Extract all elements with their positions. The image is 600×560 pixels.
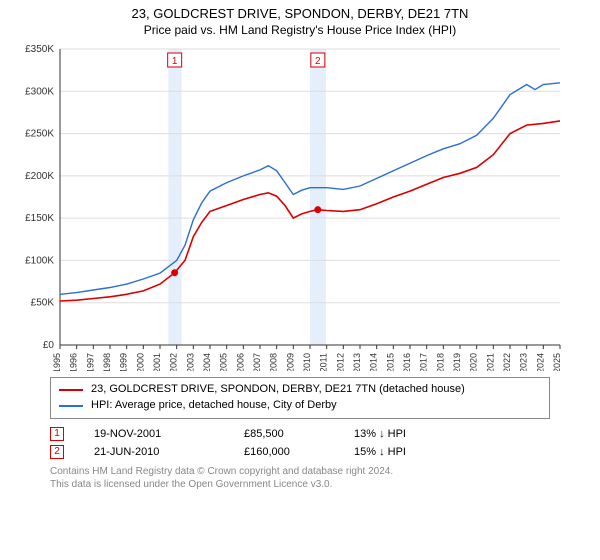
svg-text:2010: 2010 <box>302 353 312 371</box>
svg-text:2018: 2018 <box>435 353 445 371</box>
svg-text:2019: 2019 <box>452 353 462 371</box>
svg-text:2015: 2015 <box>385 353 395 371</box>
svg-text:£200K: £200K <box>25 171 54 182</box>
legend-swatch <box>59 389 83 391</box>
chart-subtitle: Price paid vs. HM Land Registry's House … <box>12 23 588 37</box>
sale-price: £160,000 <box>244 446 324 458</box>
sale-diff: 15% ↓ HPI <box>354 446 444 458</box>
svg-text:1998: 1998 <box>102 353 112 371</box>
sale-date: 19-NOV-2001 <box>94 428 214 440</box>
legend-swatch <box>59 405 83 407</box>
svg-text:2000: 2000 <box>135 353 145 371</box>
svg-text:2002: 2002 <box>169 353 179 371</box>
svg-text:2006: 2006 <box>235 353 245 371</box>
svg-text:2025: 2025 <box>552 353 562 371</box>
legend-row: 23, GOLDCREST DRIVE, SPONDON, DERBY, DE2… <box>59 382 541 398</box>
svg-text:2022: 2022 <box>502 353 512 371</box>
svg-text:2003: 2003 <box>185 353 195 371</box>
svg-text:£50K: £50K <box>31 298 55 309</box>
legend-label: 23, GOLDCREST DRIVE, SPONDON, DERBY, DE2… <box>91 382 465 398</box>
svg-text:2016: 2016 <box>402 353 412 371</box>
chart-title: 23, GOLDCREST DRIVE, SPONDON, DERBY, DE2… <box>12 6 588 21</box>
price-chart: £0 £50K £100K £150K £200K £250K £300K £350K 1995… <box>12 43 572 371</box>
svg-text:£350K: £350K <box>25 44 54 55</box>
svg-text:£300K: £300K <box>25 86 54 97</box>
legend-row: HPI: Average price, detached house, City… <box>59 398 541 414</box>
sale-marker: 2 <box>50 445 64 459</box>
svg-text:2017: 2017 <box>419 353 429 371</box>
svg-text:2004: 2004 <box>202 353 212 371</box>
svg-text:1995: 1995 <box>52 353 62 371</box>
svg-text:2014: 2014 <box>369 353 379 371</box>
svg-text:£0: £0 <box>43 340 55 351</box>
svg-text:2013: 2013 <box>352 353 362 371</box>
sale-date: 21-JUN-2010 <box>94 446 214 458</box>
svg-text:1: 1 <box>172 56 178 67</box>
sale-price: £85,500 <box>244 428 324 440</box>
svg-text:2001: 2001 <box>152 353 162 371</box>
svg-text:2024: 2024 <box>535 353 545 371</box>
svg-text:1997: 1997 <box>85 353 95 371</box>
svg-text:2005: 2005 <box>219 353 229 371</box>
svg-text:1999: 1999 <box>119 353 129 371</box>
svg-text:2008: 2008 <box>269 353 279 371</box>
legend: 23, GOLDCREST DRIVE, SPONDON, DERBY, DE2… <box>50 377 550 419</box>
svg-text:2009: 2009 <box>285 353 295 371</box>
legend-label: HPI: Average price, detached house, City… <box>91 398 337 414</box>
sale-row: 2 21-JUN-2010 £160,000 15% ↓ HPI <box>50 445 550 459</box>
svg-text:2021: 2021 <box>485 353 495 371</box>
svg-text:2011: 2011 <box>319 353 329 371</box>
sale-diff: 13% ↓ HPI <box>354 428 444 440</box>
sale-marker: 1 <box>50 427 64 441</box>
chart-area: £0 £50K £100K £150K £200K £250K £300K £350K 1995… <box>12 43 588 371</box>
svg-text:£150K: £150K <box>25 213 54 224</box>
sale-row: 1 19-NOV-2001 £85,500 13% ↓ HPI <box>50 427 550 441</box>
svg-text:£250K: £250K <box>25 129 54 140</box>
svg-text:1996: 1996 <box>69 353 79 371</box>
svg-text:2012: 2012 <box>335 353 345 371</box>
footer-line-1: Contains HM Land Registry data © Crown c… <box>50 465 550 479</box>
svg-text:2020: 2020 <box>469 353 479 371</box>
svg-text:2007: 2007 <box>252 353 262 371</box>
sales-table: 1 19-NOV-2001 £85,500 13% ↓ HPI 2 21-JUN-2010… <box>50 427 550 459</box>
footer: Contains HM Land Registry data © Crown c… <box>50 465 550 492</box>
svg-text:£100K: £100K <box>25 255 54 266</box>
svg-text:2023: 2023 <box>519 353 529 371</box>
footer-line-2: This data is licensed under the Open Gov… <box>50 478 550 492</box>
svg-text:2: 2 <box>315 56 321 67</box>
